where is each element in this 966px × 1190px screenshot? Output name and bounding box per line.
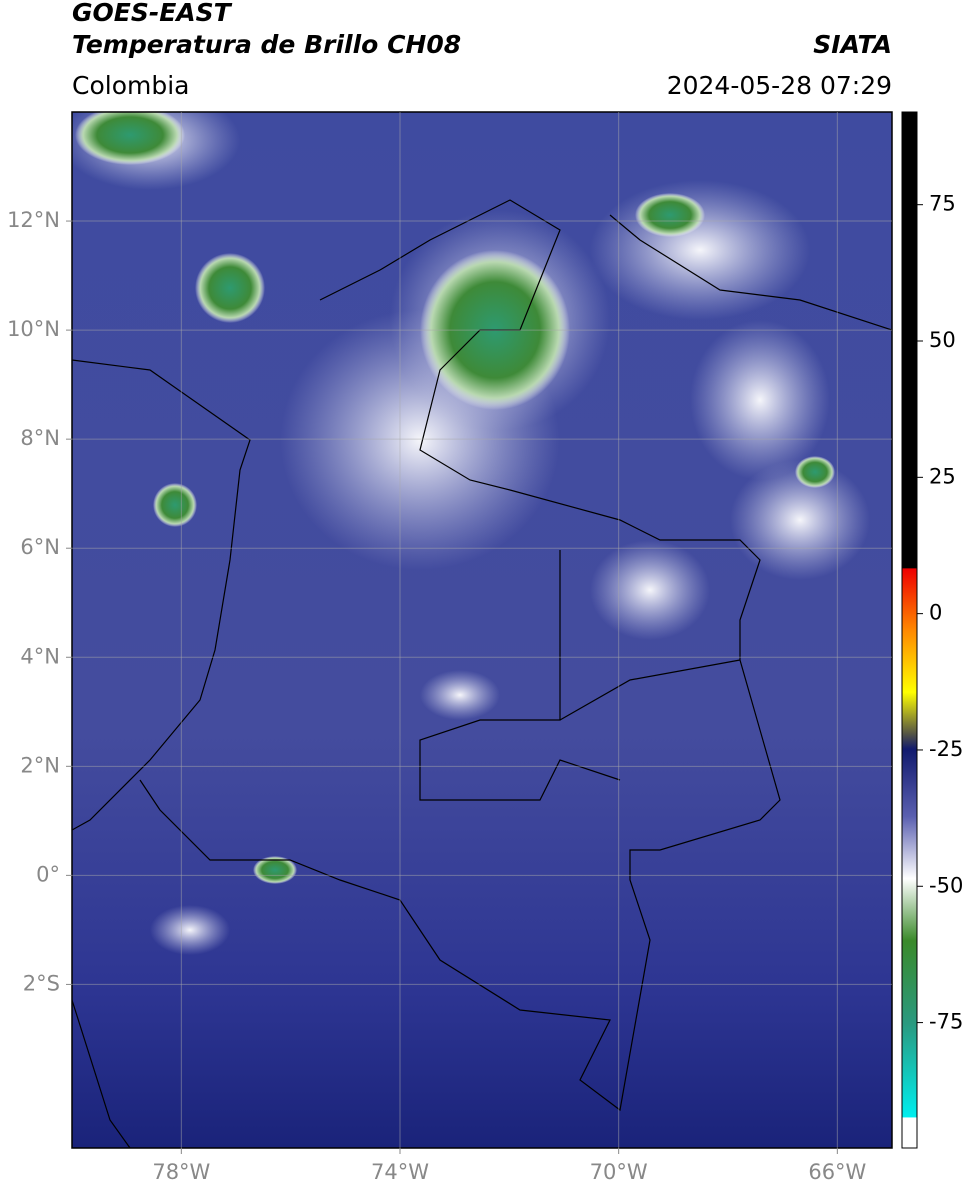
y-tick-label: 2°N xyxy=(20,753,60,777)
colorbar xyxy=(901,111,918,1149)
y-tick-label: 4°N xyxy=(20,644,60,668)
title: GOES-EAST xyxy=(72,0,233,27)
y-tick-label: 10°N xyxy=(7,317,60,341)
x-tick-label: 70°W xyxy=(590,1160,648,1184)
subtitle: Temperatura de Brillo CH08 xyxy=(72,30,461,59)
colorbar-tick-label: -25 xyxy=(929,737,963,761)
datetime: 2024-05-28 07:29 xyxy=(667,71,892,100)
colorbar-tick-label: 50 xyxy=(929,328,956,352)
x-tick-label: 74°W xyxy=(371,1160,429,1184)
colorbar-tick-label: -75 xyxy=(929,1010,963,1034)
x-tick-label: 66°W xyxy=(808,1160,866,1184)
region: Colombia xyxy=(72,71,189,100)
colorbar-tick-label: -50 xyxy=(929,873,963,897)
x-tick-label: 78°W xyxy=(152,1160,210,1184)
satellite-image xyxy=(72,112,892,1148)
y-tick-label: 8°N xyxy=(20,426,60,450)
y-tick-label: 6°N xyxy=(20,535,60,559)
colorbar-tick-label: 75 xyxy=(929,192,956,216)
map-frame xyxy=(71,111,893,1149)
colorbar-tick-label: 25 xyxy=(929,464,956,488)
y-tick-label: 0° xyxy=(36,862,60,886)
y-tick-label: 12°N xyxy=(7,208,60,232)
source: SIATA xyxy=(813,30,892,59)
colorbar-tick-label: 0 xyxy=(929,601,942,625)
y-tick-label: 2°S xyxy=(23,971,60,995)
